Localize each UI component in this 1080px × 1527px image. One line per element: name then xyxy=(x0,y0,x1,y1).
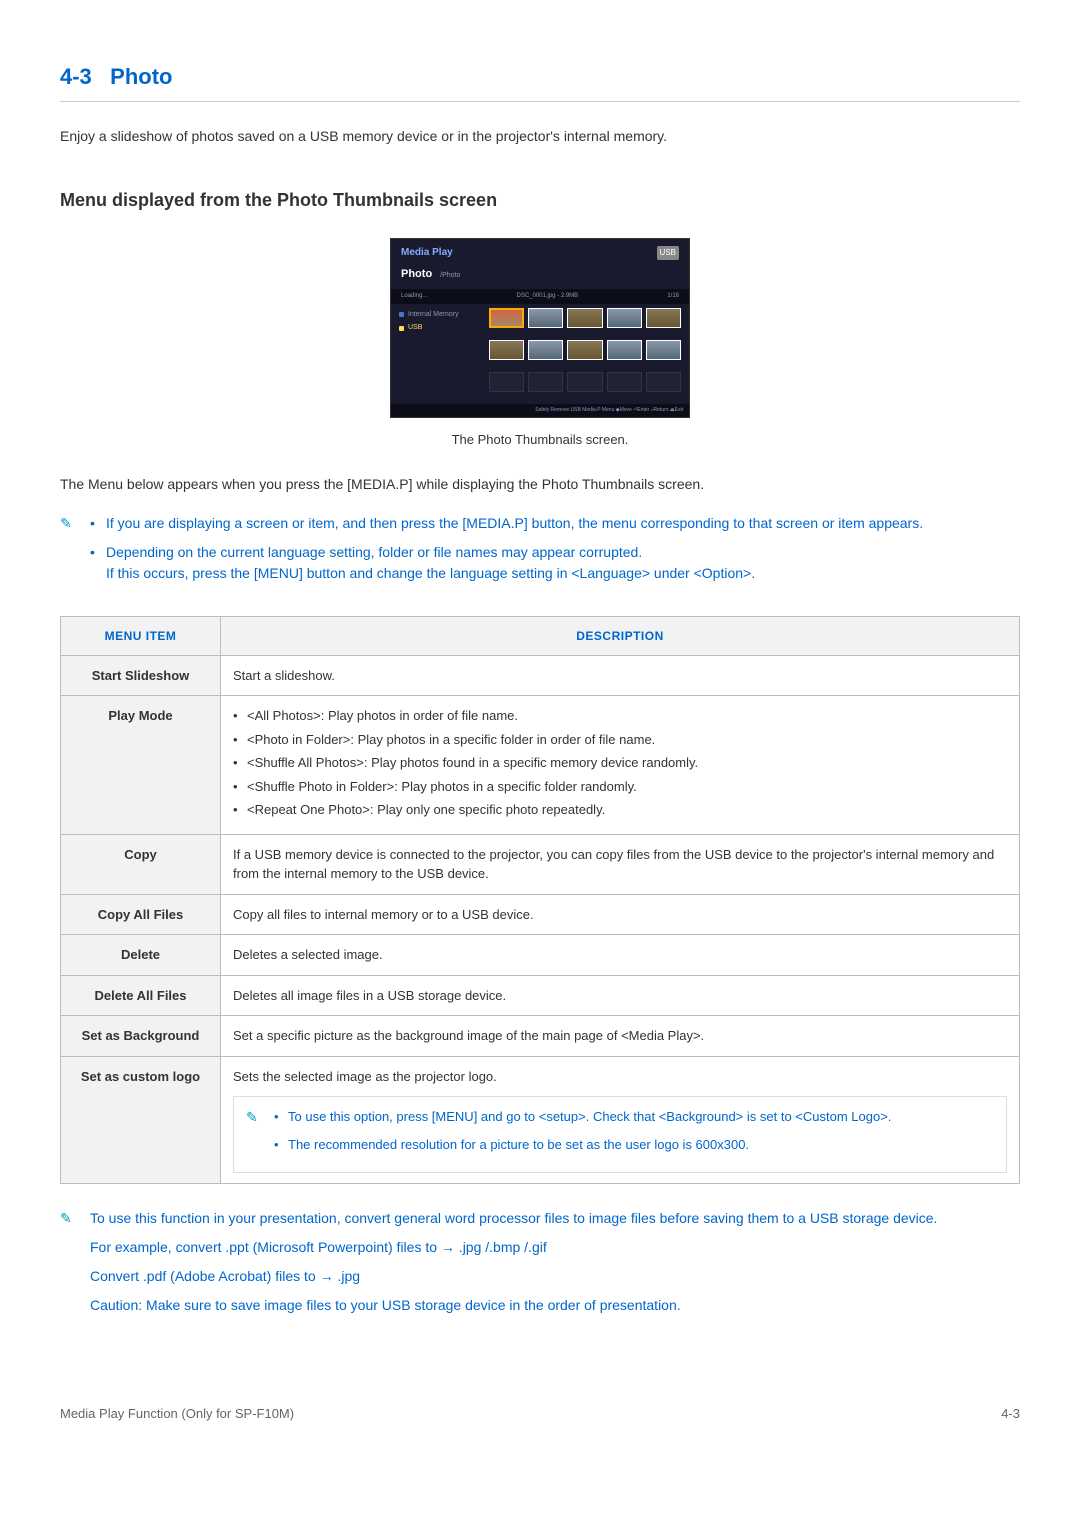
note1-item-b: Depending on the current language settin… xyxy=(90,542,1020,584)
item-copy-all: Copy All Files xyxy=(61,894,221,935)
col-menu-item: MENU ITEM xyxy=(61,616,221,655)
ss-media-play: Media Play xyxy=(401,245,453,260)
desc-play-mode: <All Photos>: Play photos in order of fi… xyxy=(221,696,1020,835)
ss-usb-item: USB xyxy=(399,323,473,334)
photo-thumbnails-screenshot: Media Play USB Photo /Photo Loading... D… xyxy=(390,238,690,418)
table-row: Set as custom logo Sets the selected ima… xyxy=(61,1056,1020,1184)
table-row: Set as Background Set a specific picture… xyxy=(61,1016,1020,1057)
table-row: Copy All Files Copy all files to interna… xyxy=(61,894,1020,935)
item-set-logo: Set as custom logo xyxy=(61,1056,221,1184)
ss-counter: 1/16 xyxy=(667,292,679,301)
note-icon: ✎ xyxy=(60,1208,78,1324)
table-row: Delete All Files Deletes all image files… xyxy=(61,975,1020,1016)
section-name: Photo xyxy=(110,64,172,89)
item-delete-all: Delete All Files xyxy=(61,975,221,1016)
bottom-note: ✎ To use this function in your presentat… xyxy=(60,1208,1020,1324)
desc-set-logo: Sets the selected image as the projector… xyxy=(221,1056,1020,1184)
subheading: Menu displayed from the Photo Thumbnails… xyxy=(60,187,1020,214)
table-row: Copy If a USB memory device is connected… xyxy=(61,834,1020,894)
ss-usb-badge: USB xyxy=(657,246,679,260)
menu-table: MENU ITEM DESCRIPTION Start Slideshow St… xyxy=(60,616,1020,1185)
item-start-slideshow: Start Slideshow xyxy=(61,655,221,696)
ss-thumbnail-grid xyxy=(481,304,689,404)
note1-item-a: If you are displaying a screen or item, … xyxy=(90,513,1020,534)
bottom-note-p2: For example, convert .ppt (Microsoft Pow… xyxy=(90,1237,1020,1258)
screenshot-caption: The Photo Thumbnails screen. xyxy=(60,430,1020,450)
screenshot-figure: Media Play USB Photo /Photo Loading... D… xyxy=(60,238,1020,418)
inner-note: ✎ To use this option, press [MENU] and g… xyxy=(233,1096,1007,1173)
page-footer: Media Play Function (Only for SP-F10M) 4… xyxy=(60,1384,1020,1424)
bottom-note-p1: To use this function in your presentatio… xyxy=(90,1208,1020,1229)
table-row: Delete Deletes a selected image. xyxy=(61,935,1020,976)
desc-copy-all: Copy all files to internal memory or to … xyxy=(221,894,1020,935)
desc-start-slideshow: Start a slideshow. xyxy=(221,655,1020,696)
section-title: 4-3 Photo xyxy=(60,60,1020,102)
footer-right: 4-3 xyxy=(1001,1404,1020,1424)
ss-loading: Loading... xyxy=(401,292,427,301)
desc-set-bg: Set a specific picture as the background… xyxy=(221,1016,1020,1057)
note-icon: ✎ xyxy=(246,1107,264,1162)
footer-left: Media Play Function (Only for SP-F10M) xyxy=(60,1404,294,1424)
table-row: Play Mode <All Photos>: Play photos in o… xyxy=(61,696,1020,835)
paragraph-menu-intro: The Menu below appears when you press th… xyxy=(60,474,1020,495)
ss-path: /Photo xyxy=(440,271,460,282)
bottom-note-p3: Convert .pdf (Adobe Acrobat) files to → … xyxy=(90,1266,1020,1287)
item-set-bg: Set as Background xyxy=(61,1016,221,1057)
ss-photo-label: Photo xyxy=(401,266,432,283)
item-copy: Copy xyxy=(61,834,221,894)
item-play-mode: Play Mode xyxy=(61,696,221,835)
table-row: Start Slideshow Start a slideshow. xyxy=(61,655,1020,696)
section-number: 4-3 xyxy=(60,64,92,89)
desc-copy: If a USB memory device is connected to t… xyxy=(221,834,1020,894)
ss-fileinfo: DSC_0001.jpg - 2.9MB xyxy=(516,292,578,301)
col-description: DESCRIPTION xyxy=(221,616,1020,655)
item-delete: Delete xyxy=(61,935,221,976)
ss-internal-memory: Internal Memory xyxy=(399,310,473,321)
intro-text: Enjoy a slideshow of photos saved on a U… xyxy=(60,126,1020,147)
note-icon: ✎ xyxy=(60,513,78,592)
ss-footer-hints: Safely Remove USB Media.P Menu ◆Move ⏎En… xyxy=(391,404,689,418)
bottom-note-p4: Caution: Make sure to save image files t… xyxy=(90,1295,1020,1316)
note-block-1: ✎ If you are displaying a screen or item… xyxy=(60,513,1020,592)
desc-delete: Deletes a selected image. xyxy=(221,935,1020,976)
desc-delete-all: Deletes all image files in a USB storage… xyxy=(221,975,1020,1016)
